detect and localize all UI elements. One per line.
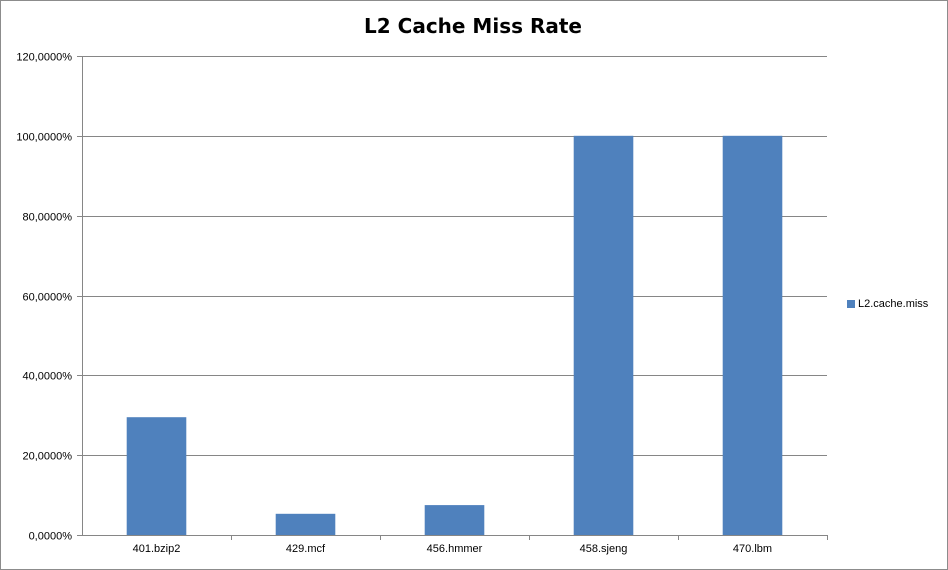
bar bbox=[424, 505, 485, 535]
y-tick-label: 120,0000% bbox=[16, 52, 72, 64]
bar bbox=[722, 135, 783, 536]
x-tick-label: 456.hmmer bbox=[427, 543, 483, 555]
bar bbox=[275, 513, 336, 535]
y-tick-label: 80,0000% bbox=[22, 212, 72, 224]
y-tick-label: 40,0000% bbox=[22, 371, 72, 383]
y-tick-label: 0,0000% bbox=[29, 531, 73, 543]
x-tick-label: 401.bzip2 bbox=[133, 543, 181, 555]
bar bbox=[126, 417, 187, 535]
x-tick-label: 458.sjeng bbox=[580, 543, 628, 555]
chart-title: L2 Cache Miss Rate bbox=[364, 14, 582, 38]
legend-swatch bbox=[847, 300, 855, 308]
y-tick-label: 100,0000% bbox=[16, 132, 72, 144]
y-tick-label: 60,0000% bbox=[22, 292, 72, 304]
bar bbox=[573, 135, 634, 536]
x-tick-label: 470.lbm bbox=[733, 543, 772, 555]
legend: L2.cache.miss bbox=[847, 298, 928, 310]
legend-label: L2.cache.miss bbox=[858, 298, 929, 310]
x-tick-label: 429.mcf bbox=[286, 543, 326, 555]
y-tick-label: 20,0000% bbox=[22, 451, 72, 463]
